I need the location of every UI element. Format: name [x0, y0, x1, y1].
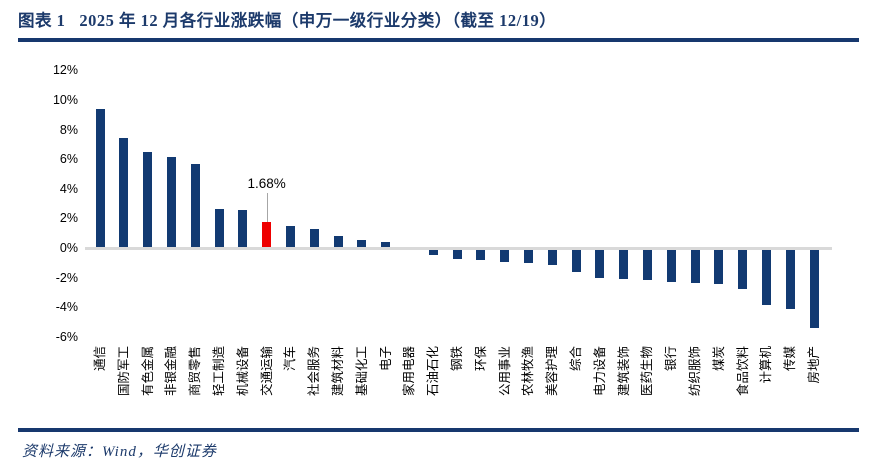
x-axis-label: 家用电器	[402, 346, 417, 397]
bar-positive	[166, 156, 176, 247]
bar-positive	[357, 239, 367, 247]
x-axis-label: 机械设备	[235, 346, 250, 397]
x-axis-label: 煤炭	[711, 346, 726, 372]
x-axis-label: 建筑装饰	[616, 346, 631, 397]
bar-negative	[690, 250, 700, 283]
highlight-annotation: 1.68%	[247, 176, 286, 191]
bar-positive	[309, 229, 319, 247]
annotation-leader-line	[266, 193, 268, 223]
x-axis-label: 电力设备	[592, 346, 607, 397]
y-axis-tick: 10%	[52, 93, 78, 107]
bar-positive	[214, 208, 224, 247]
x-axis-label: 公用事业	[497, 346, 512, 397]
bar-positive	[285, 226, 295, 247]
bar-negative	[595, 250, 605, 279]
x-axis-label: 电子	[378, 346, 393, 372]
bar-negative	[619, 250, 629, 279]
bar-negative	[476, 250, 486, 261]
x-axis-label: 通信	[93, 346, 107, 372]
y-axis-tick: 12%	[52, 63, 78, 78]
x-axis-label: 环保	[473, 346, 488, 372]
x-axis-label: 交通运输	[259, 346, 274, 397]
bar-positive	[119, 138, 129, 247]
x-axis-label: 计算机	[759, 346, 774, 384]
bar-positive	[333, 235, 343, 247]
x-axis-label: 传媒	[783, 346, 798, 372]
x-axis-label: 银行	[664, 346, 679, 372]
x-axis-label: 基础化工	[354, 346, 369, 397]
x-axis-label: 医药生物	[640, 346, 655, 397]
bar-positive	[143, 151, 153, 247]
x-axis-label: 美容护理	[545, 346, 560, 397]
x-axis-label: 综合	[569, 346, 583, 372]
x-axis-label: 钢铁	[450, 346, 464, 372]
x-axis-label: 非银金融	[164, 346, 179, 397]
bar-negative	[428, 250, 438, 256]
source-note: 资料来源：Wind，华创证券	[22, 444, 217, 460]
bar-positive	[381, 241, 391, 247]
y-axis-tick: 2%	[59, 211, 78, 226]
y-axis-tick: -4%	[55, 300, 78, 315]
bar-negative	[761, 250, 771, 305]
figure-label: 图表 1	[18, 11, 66, 30]
bar-negative	[452, 250, 462, 259]
x-axis-label: 石油石化	[426, 346, 441, 397]
x-axis-label: 国防军工	[116, 346, 131, 397]
x-axis-label: 食品饮料	[735, 346, 750, 397]
bar-negative	[571, 250, 581, 273]
footer-divider	[18, 428, 859, 432]
figure-header: 图表 1 2025 年 12 月各行业涨跌幅（申万一级行业分类）（截至 12/1…	[18, 7, 556, 31]
bar-positive	[190, 164, 200, 247]
zero-axis-line	[85, 247, 832, 250]
bar-negative	[785, 250, 795, 310]
x-axis-label: 建筑材料	[331, 346, 345, 397]
bar-negative	[738, 250, 748, 290]
x-axis-label: 房地产	[807, 346, 821, 384]
y-axis-tick: 6%	[59, 152, 78, 167]
x-axis-label: 商贸零售	[188, 346, 203, 397]
bar-negative	[500, 250, 510, 262]
x-axis-label: 农林牧渔	[521, 346, 536, 397]
y-axis-tick: 0%	[59, 241, 78, 255]
bar-negative	[714, 250, 724, 285]
bar-negative	[642, 250, 652, 281]
y-axis-tick: 8%	[59, 122, 78, 137]
title-divider	[18, 38, 859, 42]
y-axis-tick: -6%	[55, 329, 78, 344]
bar-positive	[95, 109, 105, 247]
x-axis-label: 轻工制造	[212, 346, 226, 397]
bar-negative	[809, 250, 819, 329]
bar-negative	[523, 250, 533, 264]
x-axis-label: 纺织服饰	[688, 346, 702, 397]
bar-negative	[547, 250, 557, 265]
bar-positive	[238, 210, 248, 247]
y-axis-tick: 4%	[59, 181, 78, 196]
x-axis-label: 有色金属	[140, 346, 155, 397]
bar-positive	[262, 222, 272, 247]
bar-negative	[666, 250, 676, 282]
y-axis-tick: -2%	[55, 270, 78, 285]
figure-title: 2025 年 12 月各行业涨跌幅（申万一级行业分类）（截至 12/19）	[79, 11, 557, 30]
x-axis-label: 汽车	[283, 346, 298, 372]
x-axis-label: 社会服务	[307, 346, 322, 397]
